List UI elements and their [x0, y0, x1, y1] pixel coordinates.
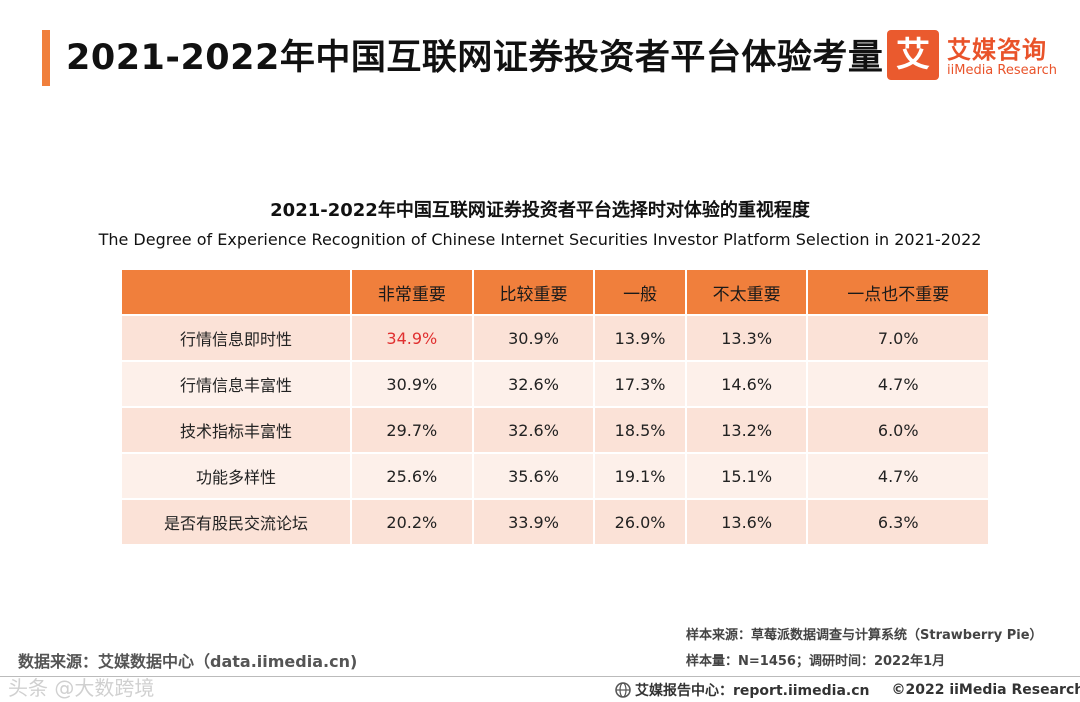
table-cell: 32.6%: [473, 362, 594, 406]
table-row: 行情信息丰富性 30.9% 32.6% 17.3% 14.6% 4.7%: [122, 362, 988, 406]
table-cell: 29.7%: [352, 408, 472, 452]
report-center-link[interactable]: 艾媒报告中心：report.iimedia.cn: [635, 683, 870, 699]
table-cell-highlight: 34.9%: [352, 316, 472, 360]
table-cell: 20.2%: [352, 500, 472, 544]
table-cell: 13.6%: [686, 500, 807, 544]
table-cell: 17.3%: [595, 362, 685, 406]
table-cell: 18.5%: [595, 408, 685, 452]
page-title: 2021-2022年中国互联网证券投资者平台体验考量: [66, 38, 884, 78]
table-row: 技术指标丰富性 29.7% 32.6% 18.5% 13.2% 6.0%: [122, 408, 988, 452]
survey-table: 非常重要 比较重要 一般 不太重要 一点也不重要 行情信息即时性 34.9% 3…: [120, 268, 990, 546]
row-label: 是否有股民交流论坛: [122, 500, 350, 544]
table-cell: 13.2%: [686, 408, 807, 452]
table-header-row: 非常重要 比较重要 一般 不太重要 一点也不重要: [122, 270, 988, 314]
table-row: 行情信息即时性 34.9% 30.9% 13.9% 13.3% 7.0%: [122, 316, 988, 360]
table-cell: 32.6%: [473, 408, 594, 452]
table-cell: 6.0%: [808, 408, 988, 452]
footer: 艾媒报告中心：report.iimedia.cn ©2022 iiMedia R…: [615, 680, 1080, 700]
logo-name-cn: 艾媒咨询: [947, 36, 1047, 64]
footer-divider: [0, 676, 1080, 677]
table-cell: 6.3%: [808, 500, 988, 544]
table-cell: 19.1%: [595, 454, 685, 498]
column-header: 一般: [595, 270, 685, 314]
logo-name-en: iiMedia Research: [947, 63, 1058, 78]
row-label: 技术指标丰富性: [122, 408, 350, 452]
table-row: 功能多样性 25.6% 35.6% 19.1% 15.1% 4.7%: [122, 454, 988, 498]
table-cell: 13.3%: [686, 316, 807, 360]
row-label: 行情信息丰富性: [122, 362, 350, 406]
table-cell: 4.7%: [808, 454, 988, 498]
table-cell: 30.9%: [352, 362, 472, 406]
table-cell: 7.0%: [808, 316, 988, 360]
title-accent-bar: [42, 30, 50, 86]
table-cell: 33.9%: [473, 500, 594, 544]
table-cell: 30.9%: [473, 316, 594, 360]
table-corner: [122, 270, 350, 314]
table-cell: 25.6%: [352, 454, 472, 498]
logo-mark: 艾: [887, 30, 939, 80]
iimedia-logo: 艾 艾媒咨询 iiMedia Research: [887, 30, 1067, 82]
table-cell: 4.7%: [808, 362, 988, 406]
table-cell: 15.1%: [686, 454, 807, 498]
table-cell: 14.6%: [686, 362, 807, 406]
column-header: 非常重要: [352, 270, 472, 314]
table-cell: 13.9%: [595, 316, 685, 360]
row-label: 行情信息即时性: [122, 316, 350, 360]
watermark: 头条 @大数跨境: [8, 676, 155, 700]
column-header: 比较重要: [473, 270, 594, 314]
column-header: 一点也不重要: [808, 270, 988, 314]
sample-source: 样本来源：草莓派数据调查与计算系统（Strawberry Pie）: [686, 628, 1043, 643]
table-cell: 26.0%: [595, 500, 685, 544]
row-label: 功能多样性: [122, 454, 350, 498]
chart-title-cn: 2021-2022年中国互联网证券投资者平台选择时对体验的重视程度: [270, 200, 810, 221]
table-row: 是否有股民交流论坛 20.2% 33.9% 26.0% 13.6% 6.3%: [122, 500, 988, 544]
table-cell: 35.6%: [473, 454, 594, 498]
column-header: 不太重要: [686, 270, 807, 314]
data-source: 数据来源：艾媒数据中心（data.iimedia.cn): [18, 652, 358, 671]
copyright: ©2022 iiMedia Research Inc: [891, 682, 1080, 698]
chart-title-en: The Degree of Experience Recognition of …: [98, 230, 982, 249]
sample-size: 样本量：N=1456；调研时间：2022年1月: [686, 654, 946, 669]
globe-icon: [615, 682, 631, 698]
